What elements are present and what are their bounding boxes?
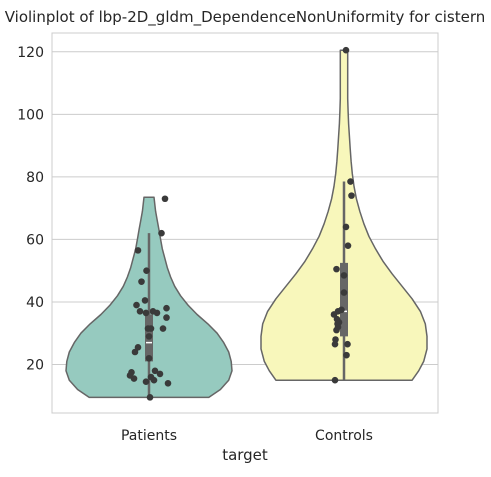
data-point [146, 394, 154, 401]
data-point [342, 223, 350, 231]
data-point [331, 376, 339, 384]
data-point [145, 354, 153, 362]
data-point [134, 247, 142, 254]
chart-title: Violinplot of lbp-2D_gldm_DependenceNonU… [5, 8, 486, 27]
data-point [151, 367, 159, 375]
data-point [344, 340, 351, 348]
data-point [141, 297, 149, 304]
y-tick-label: 120 [17, 45, 44, 61]
data-point [138, 278, 145, 285]
data-point [161, 195, 169, 203]
data-point [136, 308, 144, 315]
data-point [156, 370, 164, 378]
data-point [347, 178, 354, 185]
data-point [333, 265, 340, 273]
data-point [149, 308, 157, 315]
data-point [159, 325, 167, 332]
data-point [163, 314, 170, 321]
data-point [342, 46, 350, 54]
x-tick-label: Controls [315, 428, 373, 444]
y-tick-label: 100 [17, 107, 44, 123]
data-point [131, 348, 139, 356]
data-point [158, 229, 165, 237]
data-point [340, 289, 348, 296]
data-point [133, 301, 140, 309]
data-point [134, 344, 142, 351]
y-tick-label: 60 [26, 232, 44, 248]
data-point [128, 369, 135, 376]
y-tick-labels: 20 40 60 80 100 120 [17, 45, 44, 374]
data-point [163, 304, 170, 312]
data-point [333, 315, 341, 323]
data-point [344, 242, 352, 249]
y-tick-label: 80 [26, 170, 44, 186]
data-point [340, 272, 348, 279]
data-point [338, 306, 345, 314]
data-point [143, 267, 150, 274]
x-tick-labels: Patients Controls [121, 428, 373, 444]
y-tick-label: 40 [26, 295, 44, 311]
data-point [343, 351, 350, 359]
iqr-box [340, 262, 348, 337]
x-tick-label: Patients [121, 428, 177, 444]
data-point [145, 333, 153, 340]
y-tick-label: 20 [26, 358, 44, 374]
data-point [147, 325, 155, 332]
data-point [142, 378, 150, 386]
x-axis-label: target [222, 446, 268, 464]
data-point [164, 379, 172, 387]
data-point [332, 336, 339, 343]
data-point [348, 192, 355, 199]
data-point [142, 309, 150, 317]
data-points [126, 46, 355, 401]
data-point [147, 373, 155, 381]
